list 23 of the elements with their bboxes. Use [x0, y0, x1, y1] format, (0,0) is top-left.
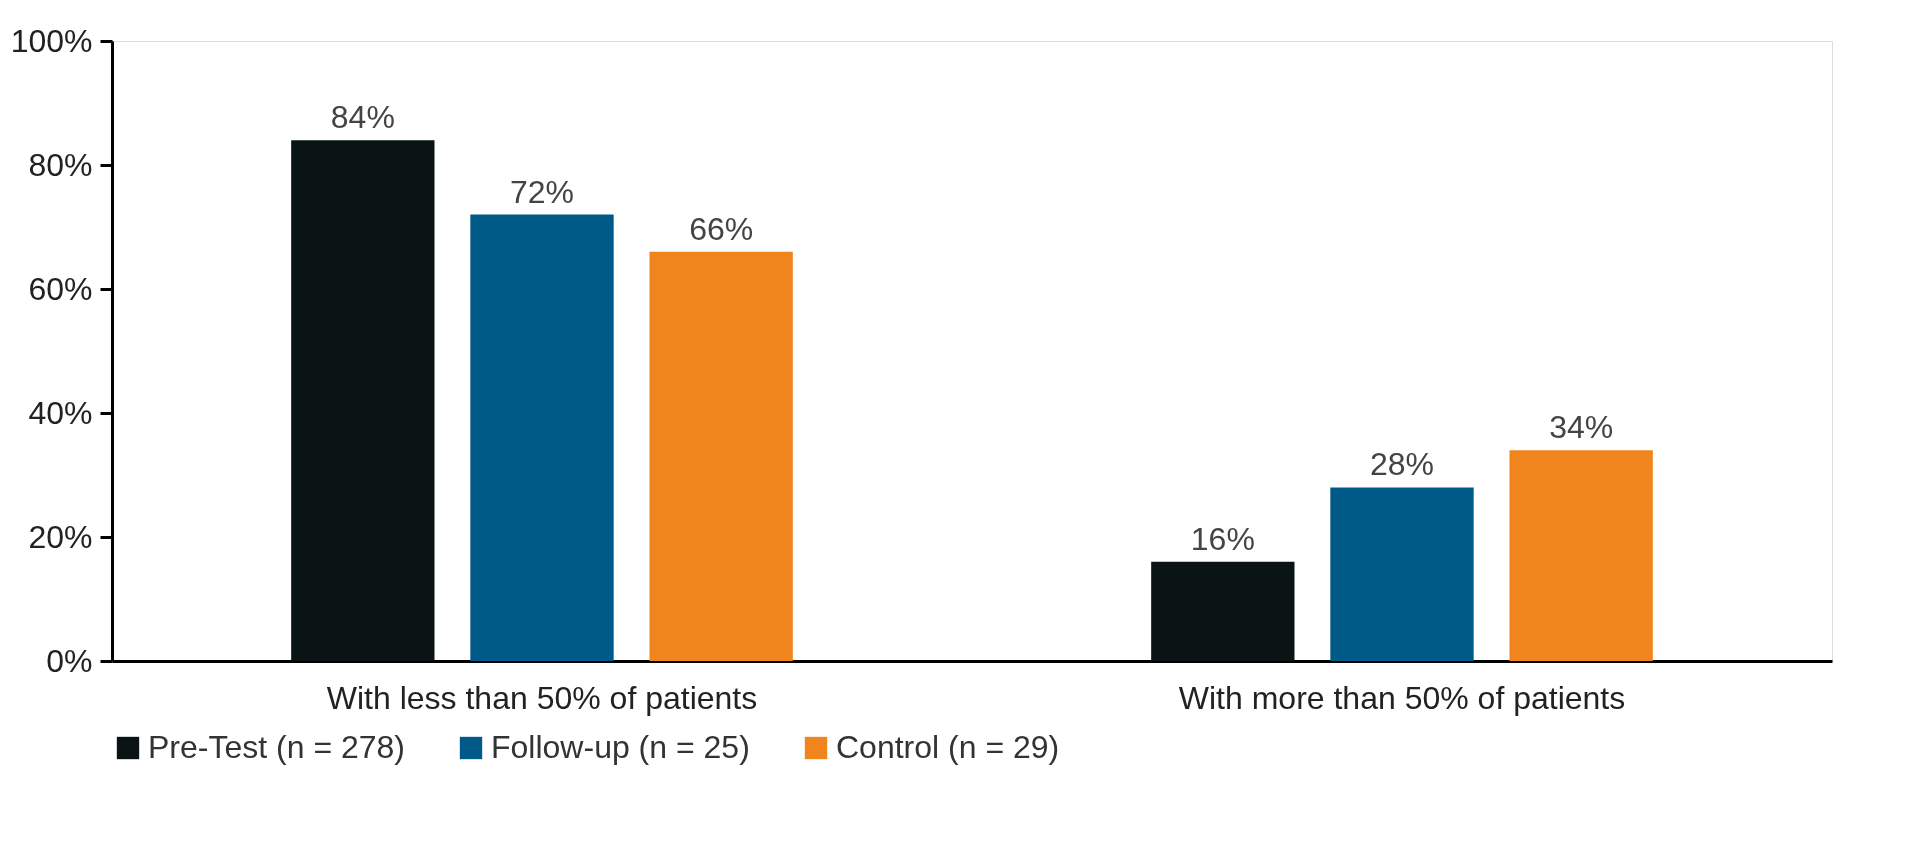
data-label: 84%	[330, 99, 395, 136]
bar	[649, 251, 793, 661]
bar	[1509, 450, 1653, 661]
y-tick-label: 40%	[28, 394, 93, 431]
y-tick-label: 100%	[10, 22, 93, 59]
data-label: 66%	[689, 210, 754, 247]
legend-label: Follow-up (n = 25)	[491, 729, 750, 765]
x-tick-label: With less than 50% of patients	[326, 679, 758, 716]
bar	[470, 214, 614, 661]
y-tick-label: 0%	[46, 642, 93, 679]
bar	[291, 140, 435, 661]
legend-label: Control (n = 29)	[836, 729, 1060, 765]
bar	[1151, 561, 1295, 661]
bar	[1330, 487, 1474, 661]
y-tick-label: 80%	[28, 146, 93, 183]
x-tick-label: With more than 50% of patients	[1178, 679, 1626, 716]
data-label: 28%	[1369, 446, 1435, 483]
y-tick-label: 60%	[28, 270, 93, 307]
legend-label: Pre-Test (n = 278)	[148, 729, 405, 765]
data-label: 34%	[1549, 409, 1614, 446]
data-label: 16%	[1190, 520, 1255, 557]
y-tick-label: 20%	[28, 518, 93, 555]
data-label: 72%	[509, 173, 575, 210]
